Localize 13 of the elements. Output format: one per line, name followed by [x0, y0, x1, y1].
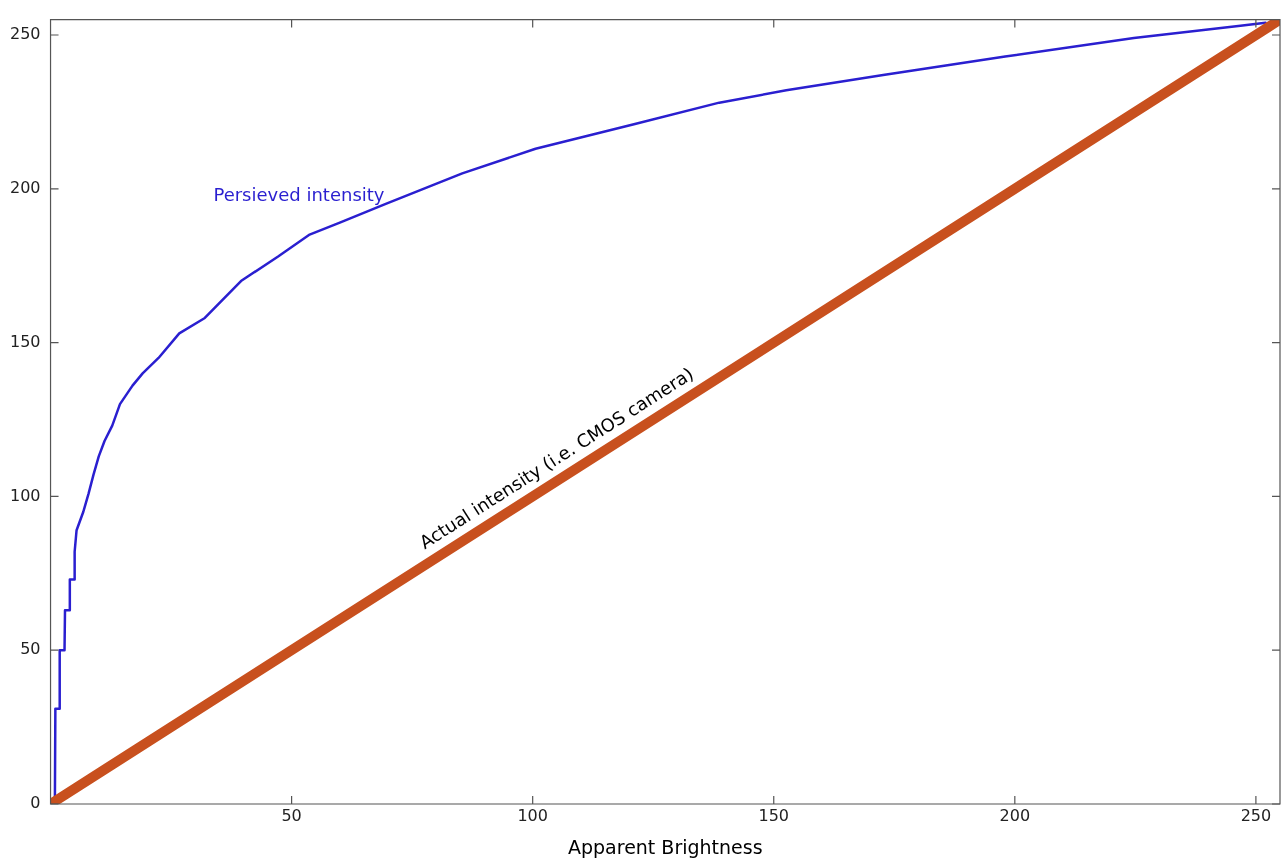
x-tick-label: 100 — [517, 805, 548, 825]
y-tick-label: 0 — [30, 793, 41, 813]
x-axis-title: Apparent Brightness — [567, 835, 763, 858]
y-tick-label: 250 — [9, 24, 41, 44]
series-label: Persieved intensity — [213, 183, 385, 205]
x-tick-label: 150 — [758, 805, 790, 825]
y-tick-label: 100 — [9, 485, 41, 505]
y-tick-label: 200 — [9, 177, 41, 197]
x-tick-label: 50 — [281, 805, 302, 825]
y-tick-label: 150 — [9, 331, 41, 351]
x-tick-label: 200 — [999, 805, 1031, 825]
x-tick-label: 250 — [1240, 805, 1272, 825]
y-tick-label: 50 — [20, 639, 41, 659]
